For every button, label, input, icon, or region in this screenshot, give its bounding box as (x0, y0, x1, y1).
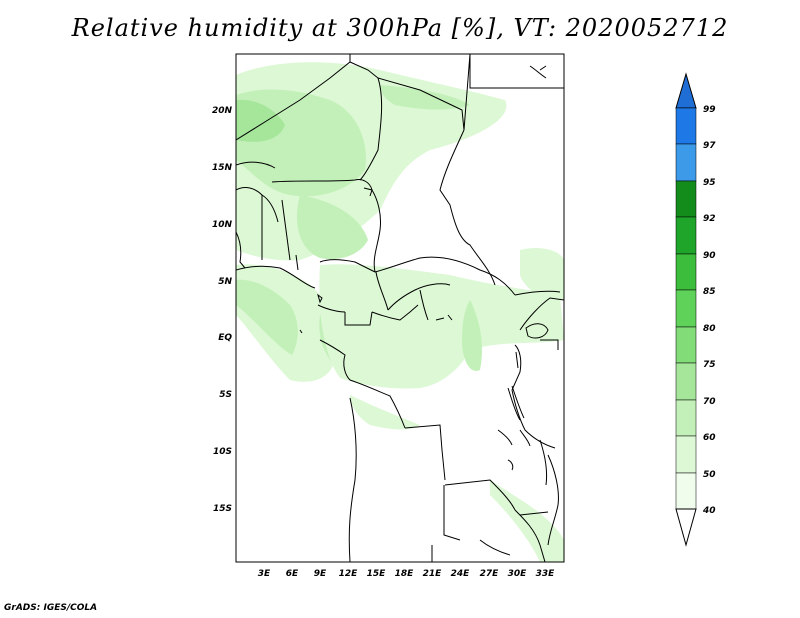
humidity-region-central-band (319, 264, 564, 389)
colorbar-label: 70 (703, 397, 716, 407)
colorbar-segment (675, 216, 697, 255)
country-borders (236, 54, 564, 562)
longitude-axis: 3E 6E 9E 12E 15E 18E 21E 24E 27E 30E 33E (258, 569, 555, 579)
humidity-shading (236, 62, 564, 562)
lat-label: 10S (213, 447, 232, 457)
colorbar-segment (675, 399, 697, 437)
map-frame (235, 53, 565, 563)
colorbar-label: 80 (703, 324, 716, 334)
colorbar-label: 99 (703, 105, 716, 115)
chart-title: Relative humidity at 300hPa [%], VT: 202… (71, 14, 729, 42)
colorbar-bottom-arrow (675, 508, 697, 547)
lon-label: 24E (451, 569, 471, 579)
lon-label: 12E (339, 569, 359, 579)
colorbar-segment (675, 472, 697, 510)
lon-label: 9E (314, 569, 327, 579)
humidity-region-angola-coast (350, 395, 420, 430)
lakes (236, 65, 549, 516)
lon-label: 30E (508, 569, 528, 579)
colorbar-label: 75 (703, 360, 716, 370)
colorbar-segment (675, 289, 697, 328)
colorbar: 99 97 95 92 90 85 80 75 70 60 50 40 (675, 72, 716, 547)
colorbar-segment (675, 143, 697, 182)
lon-label: 6E (286, 569, 299, 579)
colorbar-label: 92 (703, 214, 716, 224)
lon-label: 27E (480, 569, 500, 579)
colorbar-label: 90 (703, 251, 716, 261)
lat-label: 5N (218, 277, 232, 287)
lat-label: 15N (212, 163, 233, 173)
lon-label: 3E (258, 569, 271, 579)
lat-label: EQ (218, 333, 232, 343)
colorbar-label: 95 (703, 178, 716, 188)
colorbar-label: 60 (703, 433, 716, 443)
lat-label: 5S (219, 390, 232, 400)
lon-label: 21E (423, 569, 443, 579)
humidity-region-gulf-core (236, 279, 298, 355)
colorbar-label: 40 (702, 506, 716, 516)
colorbar-label: 97 (703, 141, 716, 151)
humidity-region-east-tongue (462, 300, 482, 371)
colorbar-segment (675, 107, 697, 145)
colorbar-top-arrow (675, 72, 697, 109)
credit-footer: GrADS: IGES/COLA (4, 603, 98, 613)
colorbar-segment (675, 253, 697, 291)
lon-label: 15E (367, 569, 387, 579)
humidity-region-east-africa (520, 248, 564, 301)
colorbar-segment (675, 180, 697, 218)
humidity-region-sahel-moist (236, 99, 285, 142)
lat-label: 10N (212, 220, 233, 230)
colorbar-label: 50 (703, 470, 716, 480)
colorbar-label: 85 (703, 287, 716, 297)
lat-label: 15S (213, 504, 232, 514)
colorbar-segment (675, 326, 697, 364)
lon-label: 18E (395, 569, 415, 579)
colorbar-segment (675, 435, 697, 474)
lon-label: 33E (536, 569, 556, 579)
lat-label: 20N (212, 106, 233, 116)
humidity-region-nigeria (296, 195, 368, 260)
latitude-axis: 20N 15N 10N 5N EQ 5S 10S 15S (212, 106, 233, 514)
colorbar-segment (675, 362, 697, 401)
